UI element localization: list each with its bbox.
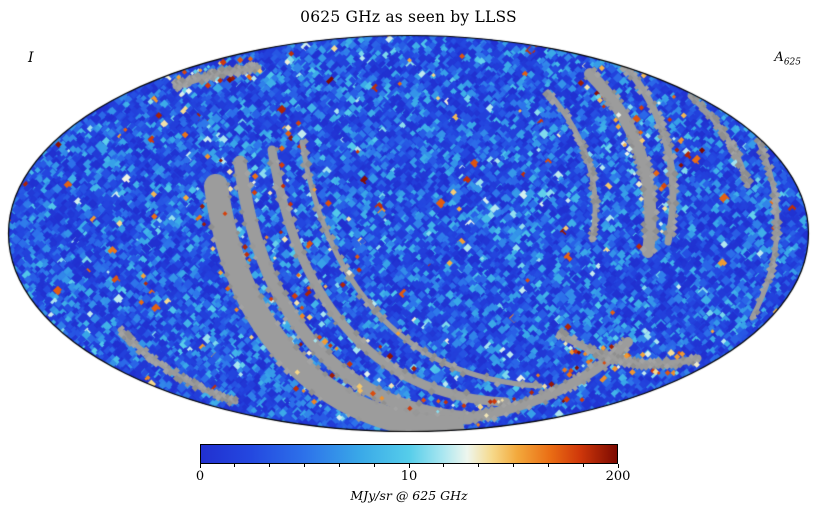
colorbar-tick	[408, 464, 410, 468]
colorbar-minor-tick	[269, 464, 271, 467]
colorbar-minor-tick	[478, 464, 480, 467]
colorbar-gradient	[200, 444, 618, 464]
colorbar-minor-tick	[234, 464, 236, 467]
colorbar-minor-tick	[443, 464, 445, 467]
colorbar-minor-tick	[513, 464, 514, 467]
colorbar-tick-label: 10	[400, 469, 418, 484]
colorbar-tick	[617, 464, 619, 468]
stokes-label: I	[28, 50, 34, 66]
corner-label: A625	[774, 50, 801, 68]
corner-label-sub: 625	[783, 57, 801, 68]
colorbar: 0 10 200 MJy/sr @ 625 GHz	[196, 444, 630, 506]
colorbar-minor-tick	[547, 464, 549, 467]
colorbar-minor-tick	[582, 464, 584, 467]
mollweide-sky-map	[0, 0, 817, 436]
colorbar-minor-tick	[338, 464, 340, 467]
colorbar-unit-label: MJy/sr @ 625 GHz	[350, 488, 468, 503]
colorbar-minor-tick	[304, 464, 305, 467]
colorbar-minor-tick	[373, 464, 375, 467]
corner-label-base: A	[774, 50, 784, 65]
colorbar-tick	[199, 464, 201, 468]
figure-title: 0625 GHz as seen by LLSS	[300, 8, 517, 26]
colorbar-tick-label: 200	[605, 469, 631, 484]
colorbar-tick-label: 0	[195, 469, 205, 484]
